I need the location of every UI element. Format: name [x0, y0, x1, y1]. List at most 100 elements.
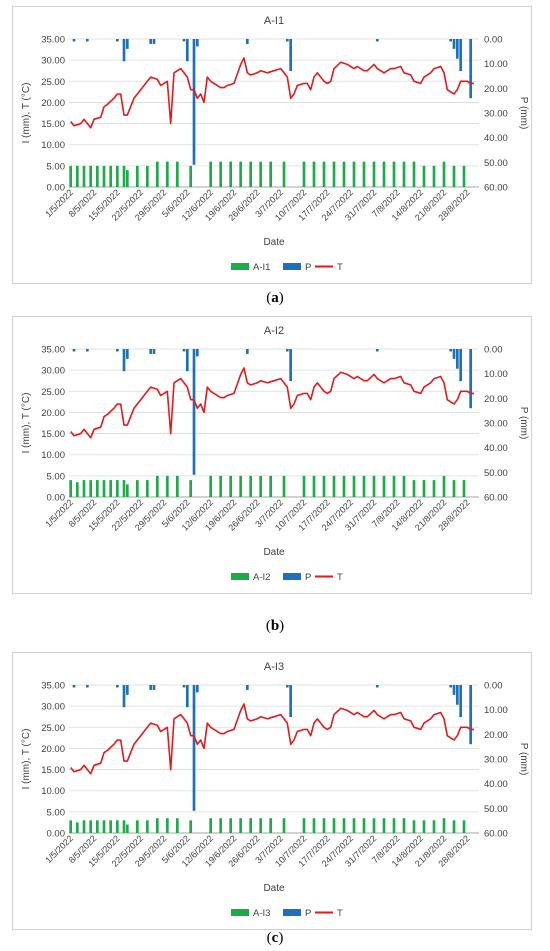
- irrigation-bar: [402, 475, 406, 497]
- precipitation-bar: [246, 685, 249, 690]
- irrigation-bar: [69, 480, 72, 497]
- irrigation-bar: [259, 475, 262, 497]
- caption-b: (b): [265, 618, 285, 634]
- right-tick-label: 0.00: [484, 35, 503, 46]
- irrigation-bar: [452, 480, 456, 497]
- y-axis-left-title: I (mm), T (°C): [21, 729, 32, 790]
- irrigation-bar: [462, 480, 466, 497]
- irrigation-bar: [352, 475, 356, 497]
- irrigation-bar: [322, 475, 326, 497]
- right-tick-label: 60.00: [484, 829, 508, 840]
- irrigation-bar: [352, 161, 356, 187]
- irrigation-bar: [332, 818, 336, 833]
- irrigation-bar: [219, 161, 222, 187]
- precipitation-bar: [126, 685, 129, 695]
- irrigation-bar: [422, 820, 426, 833]
- precipitation-bar: [449, 685, 452, 688]
- irrigation-bar: [432, 165, 436, 187]
- right-tick-label: 0.00: [484, 345, 503, 356]
- irrigation-bar: [372, 475, 376, 497]
- precipitation-bar: [149, 685, 152, 690]
- irrigation-bar: [229, 818, 232, 833]
- precipitation-bar: [452, 349, 456, 359]
- y-axis-right-title: P (mm): [518, 743, 529, 776]
- irrigation-bar: [442, 475, 446, 497]
- legend-label: T: [337, 262, 343, 273]
- irrigation-bar: [362, 161, 366, 187]
- irrigation-bar: [462, 165, 466, 187]
- irrigation-bar: [269, 161, 272, 187]
- right-tick-label: 30.00: [484, 755, 508, 766]
- irrigation-bar: [282, 475, 286, 497]
- irrigation-bar: [282, 161, 286, 187]
- precipitation-bar: [376, 39, 379, 42]
- irrigation-bar: [82, 480, 86, 497]
- precipitation-bar: [186, 39, 189, 62]
- irrigation-bar: [249, 818, 252, 833]
- chart-panel-a: A-I1 0.00 5.00 10.00 15.00 20.00 25.00 30.00 35.…: [12, 6, 532, 284]
- irrigation-bar: [126, 170, 129, 187]
- precipitation-bar: [196, 39, 199, 47]
- irrigation-bar: [136, 165, 139, 187]
- left-tick-label: 30.00: [41, 366, 65, 377]
- irrigation-bar: [269, 475, 272, 497]
- precipitation-bar: [459, 685, 462, 718]
- irrigation-bar: [102, 480, 106, 497]
- irrigation-bar: [412, 161, 416, 187]
- irrigation-bar: [392, 475, 396, 497]
- irrigation-bar: [362, 818, 366, 833]
- left-tick-label: 35.00: [41, 35, 65, 46]
- left-tick-label: 5.00: [47, 807, 66, 818]
- legend-label: T: [337, 572, 343, 583]
- irrigation-bar: [412, 480, 416, 497]
- left-tick-label: 20.00: [41, 98, 65, 109]
- left-tick-label: 35.00: [41, 681, 65, 692]
- irrigation-bar: [116, 480, 119, 497]
- right-tick-label: 10.00: [484, 705, 508, 716]
- left-tick-label: 0.00: [47, 829, 66, 840]
- irrigation-bar: [189, 165, 192, 187]
- irrigation-bar: [209, 818, 212, 833]
- irrigation-bar: [372, 818, 376, 833]
- irrigation-bar: [126, 824, 129, 833]
- precipitation-bar: [469, 685, 472, 745]
- precipitation-bar: [149, 349, 152, 354]
- irrigation-bar: [312, 475, 316, 497]
- irrigation-bar: [462, 820, 466, 833]
- irrigation-bar: [76, 822, 79, 833]
- chart-title: A-I1: [264, 15, 284, 27]
- irrigation-bar: [69, 165, 72, 187]
- right-tick-label: 40.00: [484, 133, 508, 144]
- irrigation-bar: [452, 165, 456, 187]
- right-tick-label: 50.00: [484, 468, 508, 479]
- left-tick-label: 25.00: [41, 387, 65, 398]
- irrigation-bar: [392, 818, 396, 833]
- irrigation-bar: [412, 820, 416, 833]
- precipitation-bar: [122, 349, 126, 372]
- irrigation-bar: [442, 161, 446, 187]
- precipitation-bar: [182, 685, 186, 688]
- precipitation-bar: [286, 685, 289, 688]
- precipitation-bar: [122, 39, 126, 62]
- precipitation-bar: [152, 39, 156, 44]
- irrigation-bar: [122, 165, 126, 187]
- left-tick-label: 5.00: [47, 471, 66, 482]
- chart-b: A-I2 0.00 5.00 10.00 15.00 20.00 25.00 30.00 35.…: [21, 325, 529, 583]
- irrigation-bar: [116, 820, 119, 833]
- left-tick-label: 30.00: [41, 702, 65, 713]
- right-tick-label: 10.00: [484, 369, 508, 380]
- precipitation-bar: [116, 39, 119, 42]
- irrigation-bar: [239, 475, 242, 497]
- irrigation-bar: [109, 820, 112, 833]
- y-axis-right-title: P (mm): [518, 97, 529, 130]
- left-tick-label: 15.00: [41, 119, 65, 130]
- irrigation-bar: [102, 165, 106, 187]
- precipitation-bar: [459, 39, 462, 72]
- precipitation-bar: [192, 349, 196, 475]
- precipitation-bar: [469, 39, 472, 99]
- precipitation-bar: [456, 349, 459, 369]
- irrigation-bar: [96, 165, 99, 187]
- legend-swatch: [231, 263, 249, 270]
- precipitation-bar: [126, 349, 129, 359]
- precipitation-bar: [72, 685, 76, 688]
